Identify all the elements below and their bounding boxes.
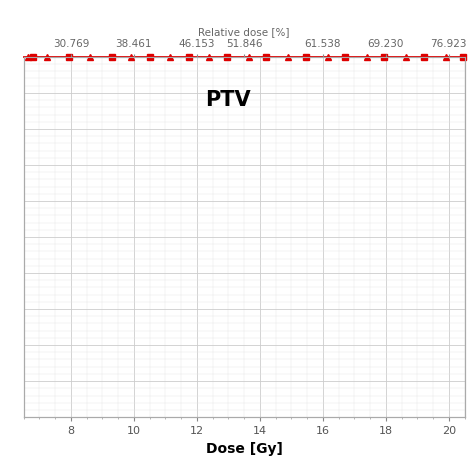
- X-axis label: Dose [Gy]: Dose [Gy]: [206, 442, 283, 456]
- X-axis label: Relative dose [%]: Relative dose [%]: [198, 27, 290, 37]
- Text: PTV: PTV: [206, 90, 251, 110]
